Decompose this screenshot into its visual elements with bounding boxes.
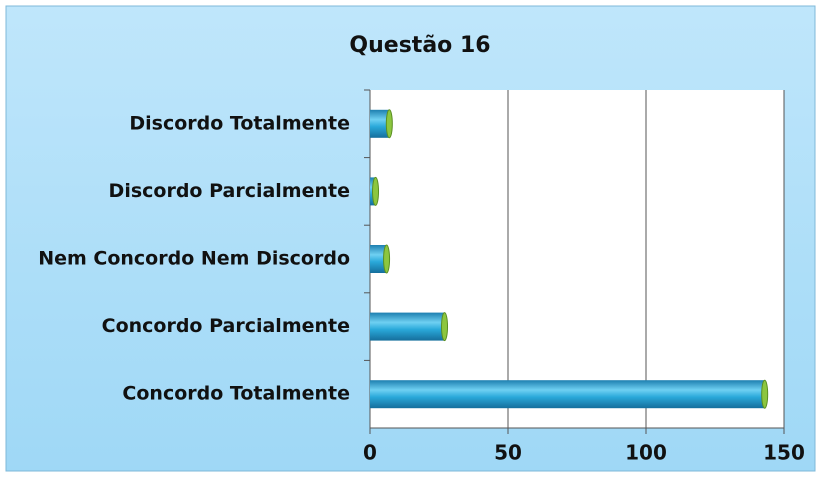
y-tick-label: Nem Concordo Nem Discordo — [38, 248, 350, 270]
bar-cap — [761, 379, 769, 409]
bar — [370, 109, 390, 138]
y-tick-label: Discordo Parcialmente — [109, 180, 350, 202]
y-tick-label: Concordo Totalmente — [122, 383, 350, 405]
x-tick-label: 0 — [363, 441, 377, 465]
x-tick-label: 100 — [625, 441, 667, 465]
plot-area — [370, 90, 784, 428]
bar — [370, 312, 445, 341]
bar-cap — [372, 176, 380, 206]
bar-cap — [383, 244, 391, 274]
bar — [370, 380, 765, 409]
bar-cap — [385, 109, 393, 139]
chart-title: Questão 16 — [349, 33, 490, 58]
x-tick-label: 150 — [763, 441, 805, 465]
bar — [370, 245, 387, 273]
y-tick-label: Concordo Parcialmente — [102, 315, 350, 337]
y-tick-label: Discordo Totalmente — [129, 112, 350, 134]
x-tick-label: 50 — [494, 441, 522, 465]
bar-cap — [441, 312, 449, 342]
